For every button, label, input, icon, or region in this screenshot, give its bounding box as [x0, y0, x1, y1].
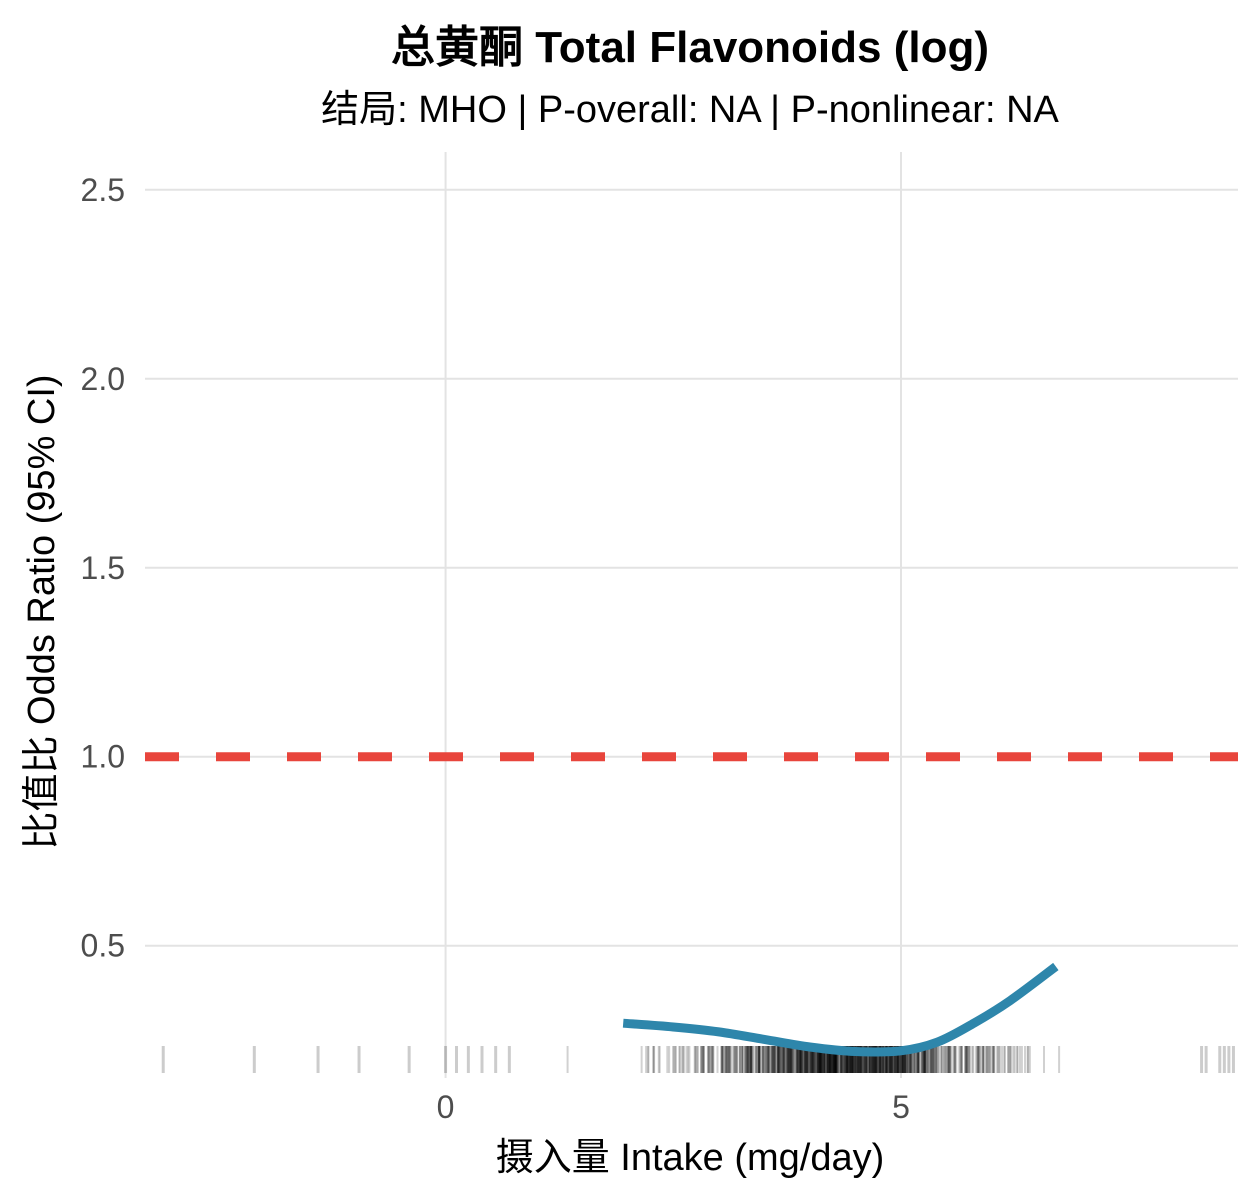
- chart-title: 总黄酮 Total Flavonoids (log): [391, 23, 989, 72]
- x-axis-label: 摄入量 Intake (mg/day): [496, 1137, 885, 1179]
- series-line: [622, 962, 1059, 1057]
- series-layer: [622, 962, 1059, 1057]
- grid-lines: [145, 152, 1238, 1078]
- rug-marks: [161, 1046, 1235, 1073]
- y-tick-label: 1.0: [81, 739, 125, 775]
- tick-labels: 0.5 1.0 1.5 2.0 2.5 0 5: [81, 172, 910, 1125]
- x-tick-label: 5: [892, 1089, 910, 1125]
- y-tick-label: 0.5: [81, 928, 125, 964]
- y-tick-label: 2.0: [81, 361, 125, 397]
- y-tick-label: 2.5: [81, 172, 125, 208]
- x-tick-label: 0: [437, 1089, 455, 1125]
- chart-subtitle: 结局: MHO | P-overall: NA | P-nonlinear: N…: [321, 89, 1059, 131]
- y-tick-label: 1.5: [81, 550, 125, 586]
- y-axis-label: 比值比 Odds Ratio (95% CI): [21, 374, 63, 849]
